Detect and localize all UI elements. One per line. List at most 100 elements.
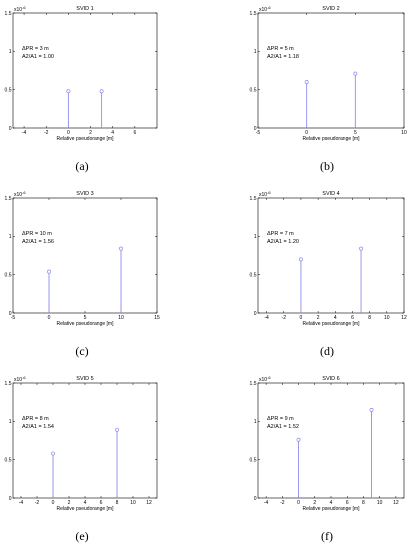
figure-caption: (e) — [75, 529, 88, 543]
x-tick-label: -5 — [256, 130, 261, 136]
x-tick-label: 6 — [100, 500, 103, 506]
stem-marker — [51, 451, 55, 456]
x-tick-label: 10 — [118, 315, 124, 321]
annotation-delta-pr: ΔPR = 8 m — [22, 416, 49, 422]
figure-caption: (f) — [321, 529, 333, 543]
x-tick-label: 4 — [334, 315, 337, 321]
x-tick-label: 0 — [48, 315, 51, 321]
stem-marker — [119, 246, 123, 251]
annotation-amplitude-ratio: A2/A1 = 1.56 — [22, 239, 54, 245]
chart-title: SVID 1 — [76, 6, 93, 12]
y-tick-label: 1.5 — [5, 196, 12, 202]
stem-marker — [353, 71, 358, 76]
x-tick-label: -4 — [264, 500, 269, 506]
x-tick-label: -2 — [35, 500, 40, 506]
x-tick-label: 12 — [393, 500, 399, 506]
y-exponent-label: x10-6 — [259, 190, 271, 198]
x-tick-label: 2 — [89, 130, 92, 136]
y-tick-label: 0.5 — [250, 457, 257, 463]
annotation-amplitude-ratio: A2/A1 = 1.54 — [22, 424, 54, 430]
figure-caption: (a) — [75, 159, 88, 173]
x-tick-label: 6 — [346, 500, 349, 506]
stem-marker — [47, 269, 51, 274]
y-tick-label: 1.5 — [250, 11, 257, 17]
y-tick-label: 1.5 — [250, 196, 257, 202]
x-tick-label: 0 — [297, 500, 300, 506]
y-tick-label: 0.5 — [250, 87, 257, 93]
x-tick-label: 4 — [330, 500, 333, 506]
y-tick-label: 0.5 — [5, 272, 12, 278]
x-tick-label: 10 — [384, 315, 390, 321]
plot-frame — [12, 197, 158, 314]
y-tick-label: 1 — [254, 419, 257, 425]
plot-frame — [12, 12, 158, 129]
stem-marker — [296, 437, 301, 442]
x-axis-label: Relative pseudorange [m] — [57, 506, 115, 512]
chart-title: SVID 4 — [322, 191, 339, 197]
figure-caption: (c) — [75, 344, 88, 358]
x-tick-label: 2 — [317, 315, 320, 321]
y-tick-label: 0 — [254, 496, 257, 502]
x-tick-label: -4 — [264, 315, 269, 321]
plot-frame — [12, 382, 158, 499]
y-tick-label: 0 — [254, 311, 257, 317]
x-tick-label: 0 — [52, 500, 55, 506]
stem-marker — [304, 80, 309, 84]
x-tick-label: 8 — [116, 500, 119, 506]
stem-marker — [298, 257, 303, 262]
plot-frame — [257, 12, 405, 129]
y-exponent-label: x10-6 — [14, 5, 26, 13]
y-tick-label: 0 — [9, 311, 12, 317]
x-tick-label: 5 — [354, 130, 357, 136]
stem-marker — [369, 407, 374, 412]
y-exponent-label: x10-6 — [259, 5, 271, 13]
stem-marker — [115, 427, 119, 432]
chart-title: SVID 3 — [76, 191, 93, 197]
stem-marker — [66, 89, 71, 94]
annotation-amplitude-ratio: A2/A1 = 1.20 — [267, 239, 299, 245]
x-tick-label: 15 — [154, 315, 160, 321]
x-tick-label: 8 — [362, 500, 365, 506]
y-tick-label: 1.5 — [5, 11, 12, 17]
x-tick-label: 10 — [130, 500, 136, 506]
x-tick-label: -2 — [282, 315, 287, 321]
y-tick-label: 1 — [254, 234, 257, 240]
x-tick-label: -5 — [11, 315, 16, 321]
y-tick-label: 0.5 — [5, 457, 12, 463]
x-axis-label: Relative pseudorange [m] — [303, 321, 361, 327]
x-tick-label: 2 — [313, 500, 316, 506]
plot-frame — [257, 197, 405, 314]
x-tick-label: 4 — [111, 130, 114, 136]
annotation-delta-pr: ΔPR = 5 m — [267, 46, 294, 52]
x-tick-label: 6 — [133, 130, 136, 136]
x-tick-label: 6 — [351, 315, 354, 321]
annotation-delta-pr: ΔPR = 9 m — [267, 416, 294, 422]
x-tick-label: 0 — [67, 130, 70, 136]
y-tick-label: 1 — [254, 49, 257, 55]
chart-title: SVID 6 — [322, 376, 339, 382]
annotation-delta-pr: ΔPR = 10 m — [22, 231, 52, 237]
y-tick-label: 1.5 — [250, 381, 257, 387]
x-tick-label: 4 — [84, 500, 87, 506]
chart-title: SVID 5 — [76, 376, 93, 382]
annotation-amplitude-ratio: A2/A1 = 1.18 — [267, 54, 299, 60]
x-axis-label: Relative pseudorange [m] — [303, 136, 361, 142]
y-tick-label: 0 — [254, 126, 257, 132]
x-tick-label: -2 — [280, 500, 285, 506]
x-tick-label: 0 — [305, 130, 308, 136]
x-tick-label: -4 — [19, 500, 24, 506]
x-tick-label: 2 — [68, 500, 71, 506]
x-tick-label: 10 — [377, 500, 383, 506]
x-tick-label: 5 — [84, 315, 87, 321]
x-axis-label: Relative pseudorange [m] — [303, 506, 361, 512]
x-tick-label: -4 — [22, 130, 27, 136]
x-tick-label: 12 — [401, 315, 407, 321]
y-exponent-label: x10-6 — [259, 375, 271, 383]
annotation-amplitude-ratio: A2/A1 = 1.00 — [22, 54, 54, 60]
